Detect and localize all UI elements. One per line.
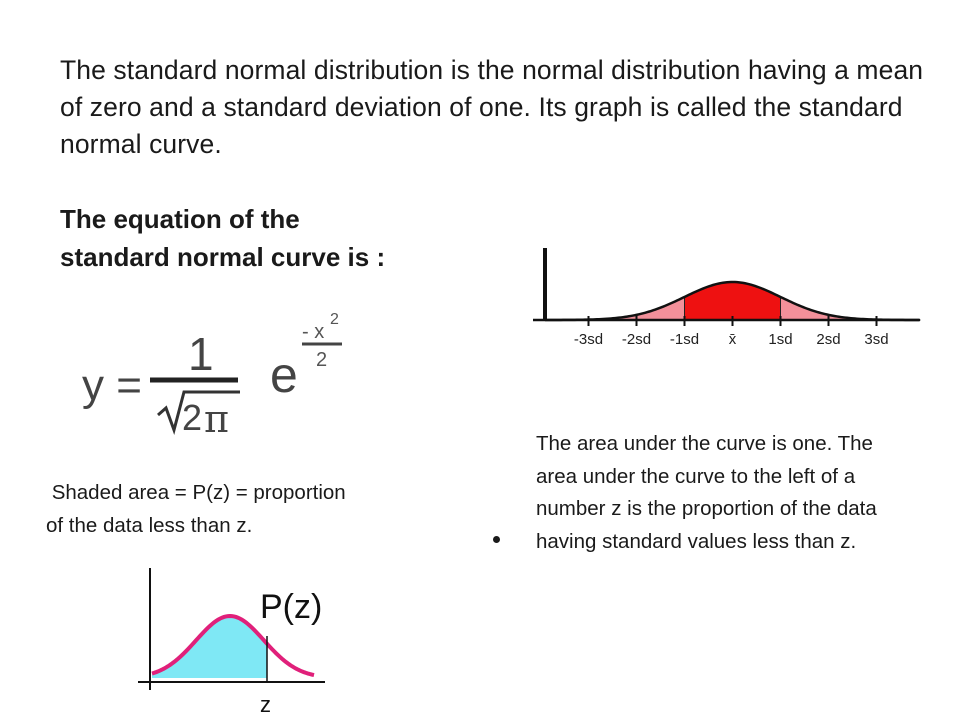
sd-tick-label: x̄ — [729, 331, 737, 348]
area-caption: The area under the curve is one. The are… — [536, 432, 877, 553]
sqrt-sign — [157, 390, 240, 436]
equation-heading: The equation of the standard normal curv… — [60, 200, 480, 276]
sd-tick-label: -3sd — [574, 331, 603, 348]
normal-curve-formula: y = 1 2 π e - x 2 2 — [82, 311, 342, 441]
shaded-caption-line-1: Shaded area = P(z) = proportion — [46, 481, 346, 504]
z-label: z — [260, 692, 271, 717]
sd-tick-label: -1sd — [670, 331, 699, 348]
pz-curve — [151, 613, 315, 678]
formula-lhs: y = — [82, 361, 142, 410]
shaded-area-caption: Shaded area = P(z) = proportion of the d… — [46, 476, 486, 542]
curve-fills — [544, 281, 921, 321]
pz-label: P(z) — [260, 588, 322, 626]
formula-exp-numerator: - x — [302, 321, 324, 343]
sd-tick-label: -2sd — [622, 331, 651, 348]
formula-exp-power: 2 — [330, 311, 339, 328]
pz-shaded-area — [152, 616, 267, 678]
formula-numerator: 1 — [188, 328, 214, 380]
intro-paragraph: The standard normal distribution is the … — [60, 55, 924, 159]
shaded-caption-line-2: of the data less than z. — [46, 514, 253, 537]
sd-tick-label: 2sd — [816, 331, 840, 348]
equation-heading-line-1: The equation of the — [60, 204, 300, 234]
sd-tick-label: 1sd — [768, 331, 792, 348]
formula-base-e: e — [270, 347, 298, 403]
formula-exp-denominator: 2 — [316, 349, 327, 371]
formula-denominator: 2 — [182, 397, 202, 438]
curve-outline — [545, 280, 919, 322]
equation-heading-line-2: standard normal curve is : — [60, 242, 386, 272]
bullet-dot — [493, 536, 500, 543]
curve-ticks: -3sd -2sd -1sd x̄ 1sd 2sd 3sd — [574, 316, 889, 348]
sd-curve-diagram: -3sd -2sd -1sd x̄ 1sd 2sd 3sd — [533, 248, 921, 348]
sd-tick-label: 3sd — [864, 331, 888, 348]
band-center — [684, 281, 781, 321]
pz-diagram: P(z) z — [138, 568, 325, 717]
formula-pi: π — [204, 397, 229, 441]
